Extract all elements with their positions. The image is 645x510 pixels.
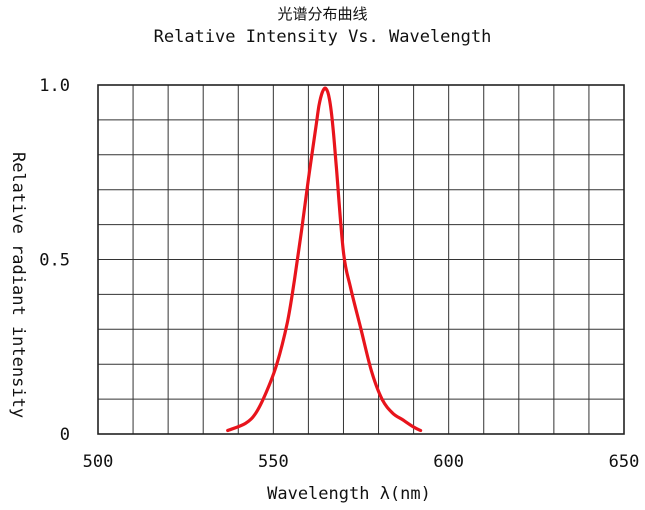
x-tick-label: 500 <box>83 452 114 472</box>
x-tick-label: 550 <box>258 452 289 472</box>
x-tick-labels: 500 550 600 650 <box>83 452 640 472</box>
x-axis-label: Wavelength λ(nm) <box>267 484 431 504</box>
y-tick-label: 1.0 <box>39 76 70 96</box>
x-tick-label: 600 <box>433 452 464 472</box>
y-tick-label: 0 <box>60 425 70 445</box>
chart-subtitle: Relative Intensity Vs. Wavelength <box>153 27 492 47</box>
y-tick-labels: 0 0.5 1.0 <box>39 76 70 445</box>
series-line <box>226 86 423 433</box>
x-tick-label: 650 <box>609 452 640 472</box>
chart-title: 光谱分布曲线 <box>277 5 368 23</box>
grid-lines <box>98 85 624 434</box>
plot-frame <box>97 84 625 435</box>
y-axis-label: Relative radiant intensity <box>8 152 28 418</box>
y-tick-label: 0.5 <box>39 251 70 271</box>
